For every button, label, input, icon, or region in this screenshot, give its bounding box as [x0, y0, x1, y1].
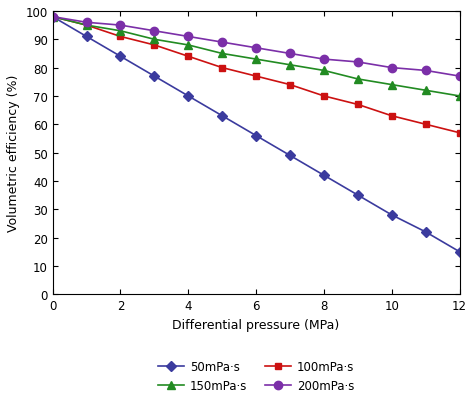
50mPa·s: [355, 193, 361, 198]
100mPa·s: [457, 131, 463, 136]
200mPa·s: [185, 35, 191, 40]
100mPa·s: [219, 66, 225, 71]
150mPa·s: [389, 83, 394, 88]
150mPa·s: [355, 77, 361, 82]
100mPa·s: [253, 74, 259, 79]
200mPa·s: [423, 69, 428, 74]
50mPa·s: [118, 55, 123, 60]
150mPa·s: [253, 58, 259, 63]
50mPa·s: [219, 114, 225, 119]
100mPa·s: [355, 103, 361, 108]
50mPa·s: [423, 230, 428, 235]
100mPa·s: [321, 94, 327, 99]
200mPa·s: [287, 52, 293, 57]
50mPa·s: [253, 134, 259, 139]
50mPa·s: [50, 15, 55, 20]
50mPa·s: [457, 249, 463, 254]
150mPa·s: [185, 43, 191, 48]
200mPa·s: [118, 24, 123, 29]
Line: 200mPa·s: 200mPa·s: [48, 13, 464, 81]
50mPa·s: [389, 213, 394, 218]
200mPa·s: [321, 58, 327, 63]
100mPa·s: [287, 83, 293, 88]
Line: 50mPa·s: 50mPa·s: [49, 14, 463, 256]
100mPa·s: [423, 122, 428, 127]
50mPa·s: [287, 153, 293, 158]
Line: 150mPa·s: 150mPa·s: [48, 13, 464, 101]
150mPa·s: [50, 15, 55, 20]
150mPa·s: [219, 52, 225, 57]
50mPa·s: [321, 173, 327, 178]
50mPa·s: [84, 35, 90, 40]
200mPa·s: [152, 29, 157, 34]
200mPa·s: [355, 60, 361, 65]
150mPa·s: [321, 69, 327, 74]
200mPa·s: [389, 66, 394, 71]
150mPa·s: [457, 94, 463, 99]
200mPa·s: [253, 46, 259, 51]
Line: 100mPa·s: 100mPa·s: [49, 14, 463, 137]
200mPa·s: [219, 40, 225, 45]
100mPa·s: [84, 24, 90, 29]
200mPa·s: [457, 74, 463, 79]
Y-axis label: Volumetric efficiency (%): Volumetric efficiency (%): [7, 75, 20, 231]
100mPa·s: [389, 114, 394, 119]
100mPa·s: [50, 15, 55, 20]
50mPa·s: [185, 94, 191, 99]
150mPa·s: [287, 63, 293, 68]
150mPa·s: [423, 89, 428, 94]
100mPa·s: [152, 43, 157, 48]
100mPa·s: [185, 55, 191, 60]
150mPa·s: [118, 29, 123, 34]
150mPa·s: [84, 24, 90, 29]
200mPa·s: [84, 21, 90, 26]
150mPa·s: [152, 38, 157, 43]
Legend: 50mPa·s, 150mPa·s, 100mPa·s, 200mPa·s: 50mPa·s, 150mPa·s, 100mPa·s, 200mPa·s: [155, 357, 358, 396]
100mPa·s: [118, 35, 123, 40]
50mPa·s: [152, 74, 157, 79]
X-axis label: Differential pressure (MPa): Differential pressure (MPa): [173, 318, 340, 331]
200mPa·s: [50, 15, 55, 20]
